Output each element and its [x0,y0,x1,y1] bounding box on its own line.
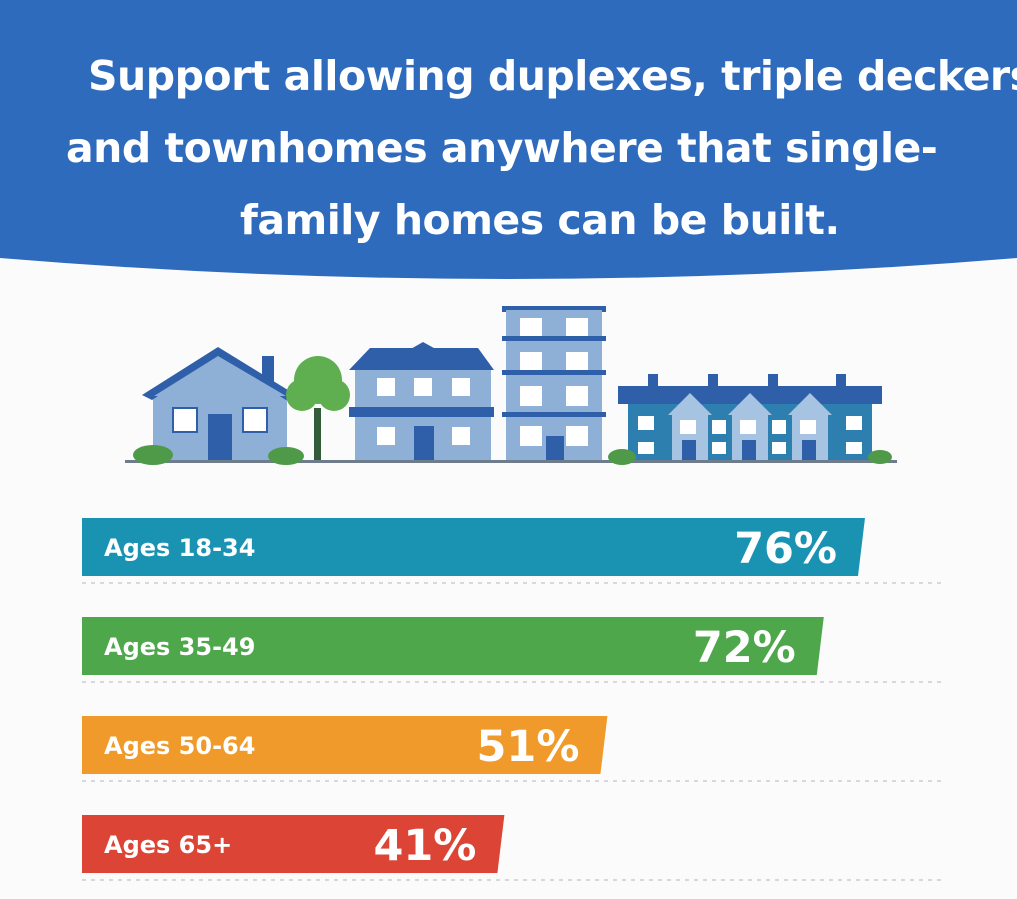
bar [82,617,824,675]
single-family-house-icon [133,347,304,465]
bar-value-label: 51% [476,722,579,772]
title-line-1: Support allowing duplexes, triple decker… [88,52,1017,100]
title-line-2: and townhomes anywhere that single- [66,124,938,172]
ground-line [125,460,897,463]
bar-category-label: Ages 50-64 [104,732,255,760]
two-story-house-icon [349,342,494,460]
bar-value-label: 72% [693,623,796,673]
bar-category-label: Ages 65+ [104,831,232,859]
age-support-bar-chart: Ages 18-34 76%Ages 35-49 72%Ages 50-64 51%A… [82,518,942,881]
bar [82,518,865,576]
bar-row: Ages 50-64 51% [82,716,942,782]
bar-row: Ages 18-34 76% [82,518,942,584]
bar-row: Ages 35-49 72% [82,617,942,683]
bar [82,716,608,774]
bar-value-label: 41% [373,821,476,871]
bar-value-label: 76% [734,524,837,574]
header-banner [0,0,1017,279]
bar-row: Ages 65+ 41% [82,815,942,881]
apartment-building-icon [502,306,606,460]
housing-illustration [125,306,897,465]
bar [82,815,505,873]
bar-category-label: Ages 18-34 [104,534,255,562]
bar-category-label: Ages 35-49 [104,633,255,661]
tree-icon [286,356,350,460]
title-line-3: family homes can be built. [240,196,840,244]
townhomes-icon [608,374,892,465]
